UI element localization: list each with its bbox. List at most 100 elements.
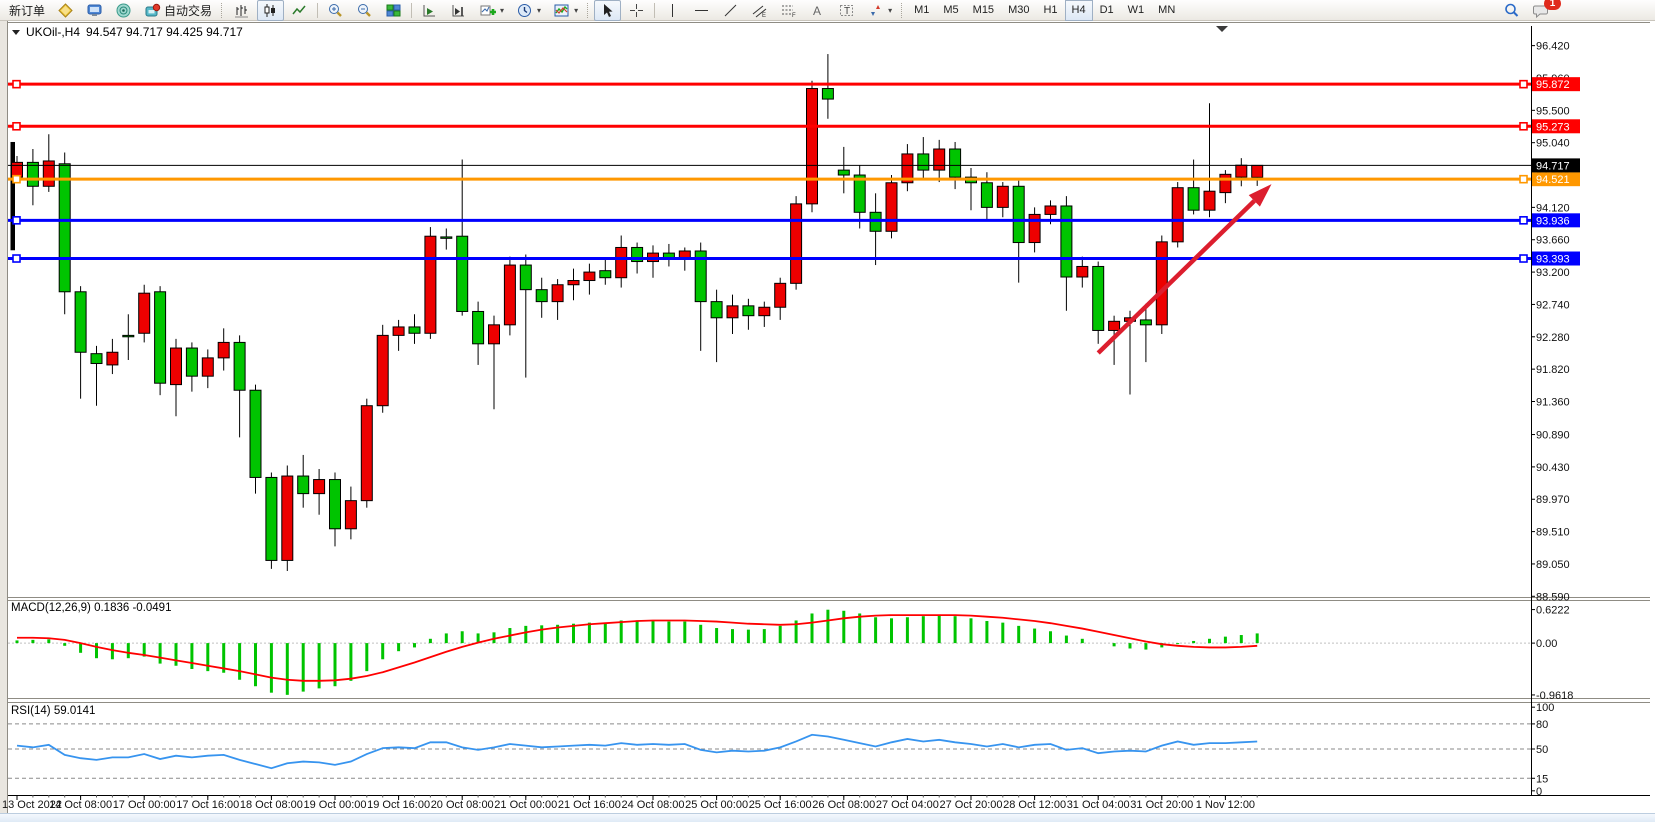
date-label[interactable]: 26 Oct 08:00 [812,799,875,811]
date-label[interactable]: 31 Oct 20:00 [1130,799,1193,811]
chart-type-bars-button[interactable] [228,0,255,21]
timeframe-button-h4[interactable]: H4 [1064,0,1093,21]
svg-text:F: F [792,13,796,19]
signals-button[interactable] [110,0,137,21]
date-label[interactable]: 19 Oct 00:00 [304,799,367,811]
timeframe-button-mn[interactable]: MN [1158,4,1176,16]
timeframe-button-m5[interactable]: M5 [943,4,959,16]
candle-body [233,341,246,391]
line-handle[interactable] [1519,174,1528,184]
line-handle[interactable] [12,121,21,131]
candle-body [1171,187,1184,243]
candle-body [26,161,39,187]
date-label[interactable]: 27 Oct 20:00 [940,799,1003,811]
hline-chip-label: 93.393 [1536,254,1570,266]
date-label[interactable]: 20 Oct 08:00 [431,799,494,811]
price-tick-label: 93.200 [1536,267,1570,279]
timeframe-button-d1[interactable]: D1 [1099,4,1114,16]
crosshair-tool-button[interactable] [623,0,650,21]
candle-body [1028,213,1041,244]
candle-body [599,270,612,279]
notifications-button[interactable]: 1 [1527,0,1561,21]
date-label[interactable]: 27 Oct 04:00 [876,799,939,811]
line-handle[interactable] [12,216,21,225]
new-order-label: 新订单 [9,3,46,18]
line-handle[interactable] [1519,121,1528,131]
chart-type-candles-button[interactable] [257,0,285,21]
timeframe-button-m30[interactable]: M30 [1008,4,1030,16]
timeframe-button-m15[interactable]: M15 [972,4,995,16]
timeframe-bar: M1 M5 M15 M30 H1 H4 D1 W1 MN [907,0,1182,21]
date-label[interactable]: 14 Oct 08:00 [49,799,112,811]
zoom-in-button[interactable] [322,0,349,21]
timeframe-button-m1[interactable]: M1 [914,4,930,16]
periods-button[interactable]: ▾ [511,0,546,21]
date-label[interactable]: 17 Oct 00:00 [113,799,176,811]
date-label[interactable]: 21 Oct 16:00 [558,799,621,811]
timeframe-button-h1[interactable]: H1 [1043,4,1058,16]
candle-body [201,357,214,377]
line-handle[interactable] [12,254,21,263]
text-label-tool-button[interactable]: T [833,0,860,21]
date-label[interactable]: 25 Oct 16:00 [749,799,812,811]
chart-type-line-button[interactable] [286,0,313,21]
candle-body [281,475,294,561]
pane-splitter[interactable] [8,698,1650,702]
search-button[interactable] [1498,0,1525,21]
auto-scroll-button[interactable] [416,0,443,21]
tile-windows-button[interactable] [380,0,407,21]
date-label[interactable]: 18 Oct 08:00 [240,799,303,811]
trend-arrow-head[interactable] [1248,184,1272,207]
market-watch-button[interactable] [81,0,108,21]
pane-splitter[interactable] [8,597,1650,600]
new-order-button[interactable]: 新订单 [4,0,50,21]
auto-trading-button[interactable]: 自动交易 [139,0,217,21]
toolbar-gripper [587,2,590,18]
line-handle[interactable] [12,79,21,89]
chart-shift-marker[interactable] [1216,26,1228,32]
fibonacci-tool-button[interactable]: F [775,0,802,21]
line-handle[interactable] [1519,79,1528,89]
channel-tool-button[interactable]: E [746,0,773,21]
date-label[interactable]: 25 Oct 00:00 [685,799,748,811]
diamond-icon [57,2,74,19]
date-label[interactable]: 24 Oct 08:00 [622,799,685,811]
date-label[interactable]: 19 Oct 16:00 [367,799,430,811]
add-indicator-icon [479,2,497,19]
timeframe-button-w1[interactable]: W1 [1127,4,1145,16]
candle-body [138,292,151,334]
candle-body [106,351,119,366]
candle-body [821,88,834,100]
candle-body [456,235,469,312]
line-handle[interactable] [1519,254,1528,263]
date-label[interactable]: 1 Nov 12:00 [1196,799,1255,811]
date-label[interactable]: 17 Oct 16:00 [176,799,239,811]
toolbar-gripper [221,2,224,18]
bottom-scroll-strip[interactable] [0,813,1655,822]
trendline-tool-button[interactable] [717,0,744,21]
chart-shift-button[interactable] [445,0,472,21]
hline-chip [1532,251,1580,266]
templates-button[interactable]: ▾ [548,0,583,21]
date-label[interactable]: 28 Oct 12:00 [1003,799,1066,811]
indicators-button[interactable]: ▾ [474,0,509,21]
arrows-shapes-icon [867,2,884,19]
window-left-frame [0,21,8,821]
date-label[interactable]: 13 Oct 2022 [2,799,62,811]
vertical-line-tool-button[interactable] [659,0,686,21]
horizontal-line-tool-button[interactable] [688,0,715,21]
line-handle[interactable] [12,174,21,184]
line-handle[interactable] [1519,216,1528,225]
candle-body [583,271,596,282]
candle-body [980,182,993,208]
cursor-tool-button[interactable] [594,0,622,21]
candle-body [1203,190,1216,211]
zoom-out-button[interactable] [351,0,378,21]
arrows-tool-button[interactable]: ▾ [862,0,897,21]
date-label[interactable]: 31 Oct 04:00 [1067,799,1130,811]
date-label[interactable]: 21 Oct 00:00 [494,799,557,811]
text-tool-button[interactable]: A [804,0,831,21]
charts-diamond-button[interactable] [52,0,79,21]
trend-arrow-line[interactable] [1096,199,1256,355]
